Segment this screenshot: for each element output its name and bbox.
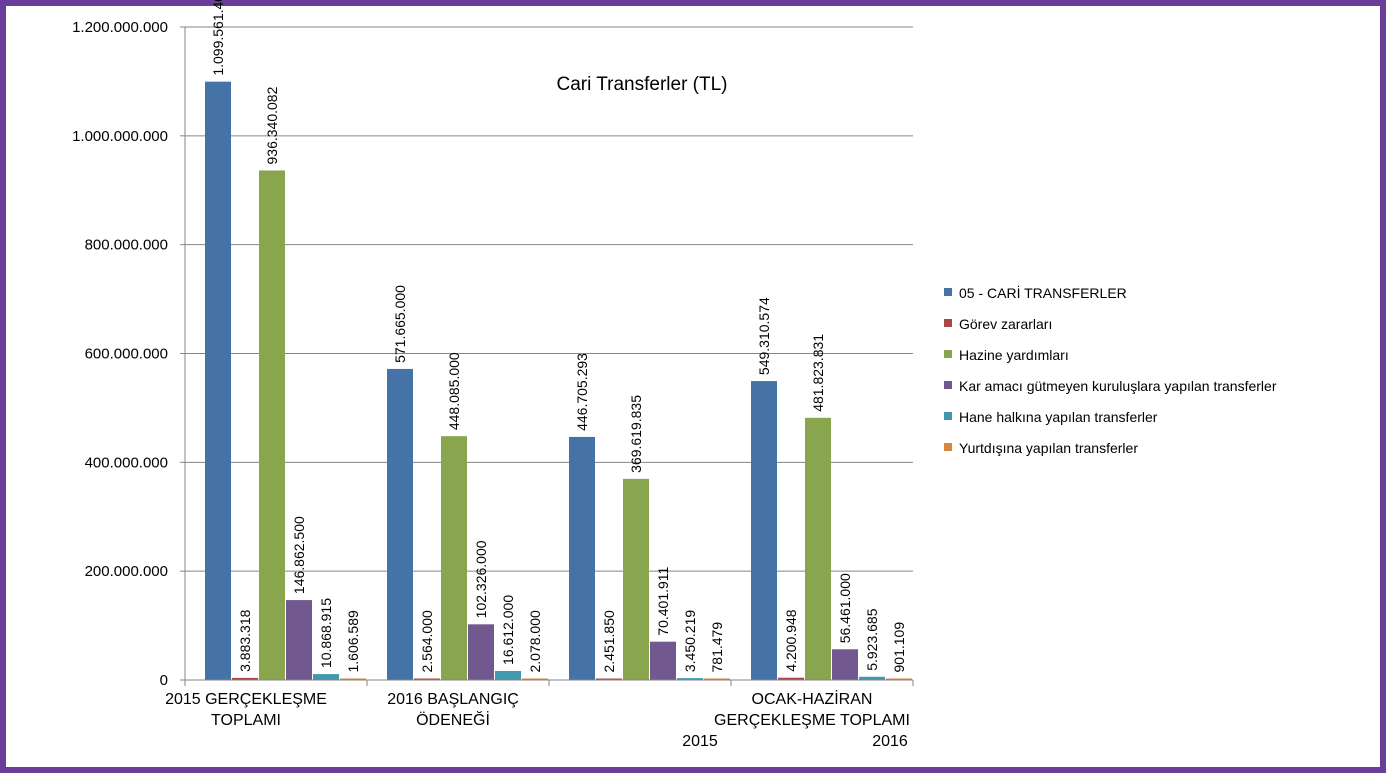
legend-swatch xyxy=(944,319,952,327)
data-label: 3.450.219 xyxy=(682,610,698,672)
x-category-label: OCAK-HAZİRAN xyxy=(752,689,873,708)
data-label: 10.868.915 xyxy=(318,598,334,668)
x-category-label: GERÇEKLEŞME TOPLAMI xyxy=(714,712,910,729)
legend-swatch xyxy=(944,443,952,451)
bar xyxy=(495,670,521,680)
x-category-label: 2015 GERÇEKLEŞME xyxy=(165,691,327,708)
bar xyxy=(313,674,339,680)
y-tick-label: 1.200.000.000 xyxy=(72,19,168,36)
legend-swatch xyxy=(944,412,952,420)
bar xyxy=(522,678,548,680)
data-label: 102.326.000 xyxy=(473,540,489,618)
data-label: 901.109 xyxy=(891,622,907,673)
data-label: 3.883.318 xyxy=(237,609,253,671)
bars xyxy=(205,81,912,680)
bar xyxy=(832,649,858,680)
data-label: 2.078.000 xyxy=(527,610,543,672)
data-label: 1.099.561.404 xyxy=(210,0,226,76)
data-label: 5.923.685 xyxy=(864,608,880,670)
y-tick-label: 1.000.000.000 xyxy=(72,128,168,145)
x-category-label: TOPLAMI xyxy=(211,712,281,729)
y-tick-label: 800.000.000 xyxy=(85,237,168,254)
bar xyxy=(232,677,258,680)
y-tick-label: 600.000.000 xyxy=(85,346,168,363)
bar xyxy=(205,81,231,680)
bar xyxy=(704,678,730,680)
y-tick-label: 400.000.000 xyxy=(85,454,168,471)
bar xyxy=(259,170,285,680)
x-category-label: 2016 xyxy=(872,733,908,750)
bar xyxy=(596,678,622,680)
bar xyxy=(414,678,440,680)
bar xyxy=(286,600,312,680)
data-label: 369.619.835 xyxy=(628,395,644,473)
bar xyxy=(650,641,676,680)
bar xyxy=(805,417,831,680)
gridlines xyxy=(185,26,913,572)
data-label: 936.340.082 xyxy=(264,86,280,164)
legend-label: Kar amacı gütmeyen kuruluşlara yapılan t… xyxy=(959,378,1277,394)
bar xyxy=(677,678,703,680)
data-label: 146.862.500 xyxy=(291,516,307,594)
bar xyxy=(441,436,467,680)
x-category-label: 2016 BAŞLANGIÇ xyxy=(387,691,519,708)
x-category-label: ÖDENEĞİ xyxy=(416,710,490,729)
bar xyxy=(859,676,885,680)
data-label: 781.479 xyxy=(709,622,725,673)
legend-swatch xyxy=(944,381,952,389)
data-label: 16.612.000 xyxy=(500,595,516,665)
data-label: 70.401.911 xyxy=(655,566,671,635)
legend-label: Hazine yardımları xyxy=(959,347,1069,363)
data-label: 1.606.589 xyxy=(345,610,361,672)
y-tick-label: 200.000.000 xyxy=(85,563,168,580)
chart-title: Cari Transferler (TL) xyxy=(556,74,727,95)
bar xyxy=(623,478,649,680)
data-labels: 1.099.561.404 571.665.000 446.705.293 549.3… xyxy=(210,0,907,673)
bar xyxy=(886,678,912,680)
data-label: 4.200.948 xyxy=(783,609,799,671)
bar xyxy=(340,678,366,680)
legend-swatch xyxy=(944,350,952,358)
data-label: 2.564.000 xyxy=(419,610,435,672)
data-label: 571.665.000 xyxy=(392,285,408,363)
y-axis-ticks: 0 200.000.000 400.000.000 600.000.000 800.00… xyxy=(72,19,185,689)
legend-label: 05 - CARİ TRANSFERLER xyxy=(959,284,1127,301)
data-label: 2.451.850 xyxy=(601,610,617,672)
y-tick-label: 0 xyxy=(160,672,168,689)
legend-label: Yurtdışına yapılan transferler xyxy=(959,440,1138,456)
bar xyxy=(569,436,595,680)
data-label: 481.823.831 xyxy=(810,334,826,412)
data-label: 446.705.293 xyxy=(574,353,590,431)
legend: 05 - CARİ TRANSFERLER Görev zararları Hazi… xyxy=(944,284,1277,456)
legend-label: Görev zararları xyxy=(959,316,1052,332)
data-label: 448.085.000 xyxy=(446,352,462,430)
bar xyxy=(468,624,494,680)
bar xyxy=(751,381,777,680)
legend-swatch xyxy=(944,288,952,296)
data-label: 56.461.000 xyxy=(837,573,853,643)
bar xyxy=(387,368,413,680)
x-category-label: 2015 xyxy=(682,733,718,750)
data-label: 549.310.574 xyxy=(756,297,772,375)
legend-label: Hane halkına yapılan transferler xyxy=(959,409,1158,425)
bar xyxy=(778,677,804,680)
x-axis-categories: 2015 GERÇEKLEŞME TOPLAMI 2016 BAŞLANGIÇ ÖDE… xyxy=(165,680,914,750)
